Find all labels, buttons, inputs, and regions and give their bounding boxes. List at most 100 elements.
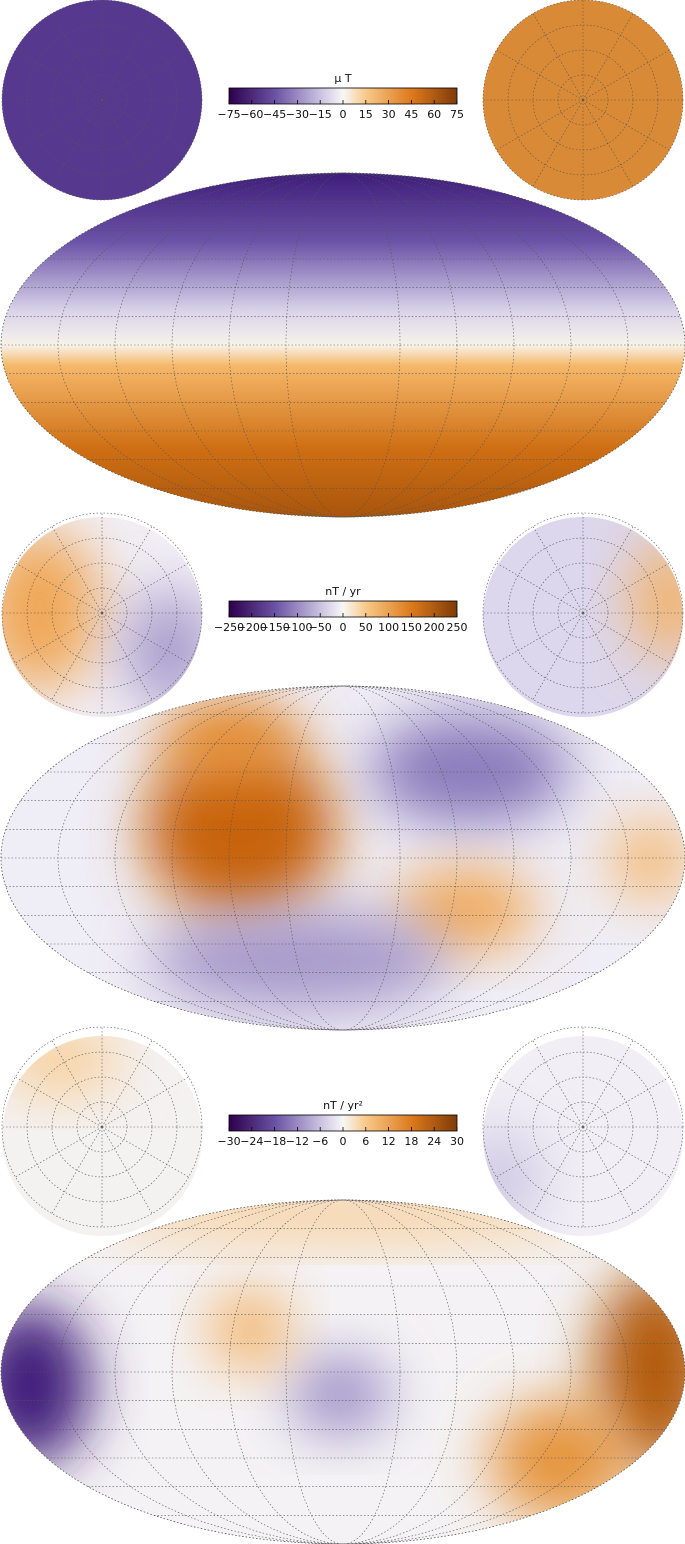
meridian xyxy=(0,172,685,518)
meridian xyxy=(15,612,103,664)
meridian xyxy=(496,49,584,101)
meridian xyxy=(582,49,670,101)
meridian xyxy=(0,685,685,1031)
colorbar-tick-label: −15 xyxy=(309,108,332,121)
colorbar-label: nT / yr xyxy=(325,585,361,598)
polar-border xyxy=(482,0,684,201)
polar-border xyxy=(1,0,203,201)
meridian xyxy=(496,1126,584,1178)
meridian xyxy=(101,562,189,614)
meridian xyxy=(496,1076,584,1128)
colorbar-tick-label: 0 xyxy=(340,108,347,121)
colorbar-tick-label: 18 xyxy=(404,1135,418,1148)
meridian xyxy=(0,1199,685,1544)
meridian xyxy=(101,1126,189,1178)
meridian xyxy=(285,172,401,518)
colorbar-tick-label: −18 xyxy=(263,1135,286,1148)
meridian xyxy=(582,612,670,664)
colorbar-tick-label: 6 xyxy=(362,1135,369,1148)
meridian xyxy=(532,1040,584,1128)
meridian xyxy=(582,612,634,700)
polar-border xyxy=(1,512,203,714)
meridian xyxy=(51,526,103,614)
colorbar-tick-label: −50 xyxy=(309,621,332,634)
meridian xyxy=(101,13,153,101)
colorbar-tick-label: −100 xyxy=(282,621,312,634)
meridian xyxy=(496,562,584,614)
meridian xyxy=(51,1040,103,1128)
meridian xyxy=(101,49,189,101)
colorbar-tick-label: −12 xyxy=(286,1135,309,1148)
colorbar-tick-label: −150 xyxy=(259,621,289,634)
meridian xyxy=(101,612,153,700)
meridian xyxy=(114,1199,572,1544)
colorbar-tick-label: 0 xyxy=(340,621,347,634)
meridian xyxy=(532,526,584,614)
colorbar-tick-label: 100 xyxy=(378,621,399,634)
colorbar-tick-label: −30 xyxy=(286,108,309,121)
colorbar-label: μ T xyxy=(334,72,351,85)
colorbar-tick-label: 50 xyxy=(359,621,373,634)
colorbar-tick-label: 24 xyxy=(427,1135,441,1148)
meridian xyxy=(171,172,515,518)
meridian xyxy=(582,562,670,614)
meridian xyxy=(532,1126,584,1214)
meridian xyxy=(582,1126,670,1178)
colorbar-tick-label: 150 xyxy=(401,621,422,634)
meridian xyxy=(51,13,103,101)
colorbar-tick-label: 45 xyxy=(404,108,418,121)
colorbar-tick-label: 0 xyxy=(340,1135,347,1148)
polar-border xyxy=(482,1026,684,1228)
colorbar-tick-label: 75 xyxy=(450,108,464,121)
polar-border xyxy=(1,1026,203,1228)
meridian xyxy=(101,1076,189,1128)
colorbar-label: nT / yr² xyxy=(323,1099,363,1112)
meridian xyxy=(582,1076,670,1128)
colorbar-tick-label: 200 xyxy=(424,621,445,634)
meridian xyxy=(285,1199,401,1544)
polar-border xyxy=(482,512,684,714)
meridian xyxy=(582,13,634,101)
colorbar-tick-label: −60 xyxy=(240,108,263,121)
south-polar-map xyxy=(483,1036,683,1236)
meridian xyxy=(101,99,153,187)
mollweide-map xyxy=(1,1200,685,1544)
meridian xyxy=(532,612,584,700)
colorbar-tick-label: 15 xyxy=(359,108,373,121)
mollweide-map xyxy=(1,173,685,517)
meridian xyxy=(101,526,153,614)
meridian xyxy=(51,99,103,187)
meridian xyxy=(496,99,584,151)
meridian xyxy=(101,1040,153,1128)
colorbar-tick-label: 60 xyxy=(427,108,441,121)
meridian xyxy=(15,99,103,151)
colorbar-tick-label: 12 xyxy=(382,1135,396,1148)
meridian xyxy=(101,612,189,664)
colorbar-tick-label: −30 xyxy=(217,1135,240,1148)
meridian xyxy=(532,13,584,101)
meridian xyxy=(582,1040,634,1128)
meridian xyxy=(15,1076,103,1128)
meridian xyxy=(15,49,103,101)
meridian xyxy=(101,99,189,151)
colorbar-tick-label: −250 xyxy=(214,621,244,634)
meridian xyxy=(582,99,670,151)
meridian xyxy=(15,562,103,614)
meridian xyxy=(51,612,103,700)
colorbar-tick-label: −200 xyxy=(237,621,267,634)
meridian xyxy=(285,685,401,1031)
colorbar-tick-label: 250 xyxy=(447,621,468,634)
colorbar-tick-label: 30 xyxy=(450,1135,464,1148)
north-polar-map xyxy=(2,1036,202,1236)
south-polar-map xyxy=(483,517,683,717)
meridian xyxy=(532,99,584,187)
meridian xyxy=(582,526,634,614)
meridian xyxy=(228,685,458,1031)
colorbar-tick-label: 30 xyxy=(382,108,396,121)
colorbar-tick-label: −6 xyxy=(312,1135,328,1148)
meridian xyxy=(228,172,458,518)
meridian xyxy=(582,99,634,187)
meridian xyxy=(15,1126,103,1178)
